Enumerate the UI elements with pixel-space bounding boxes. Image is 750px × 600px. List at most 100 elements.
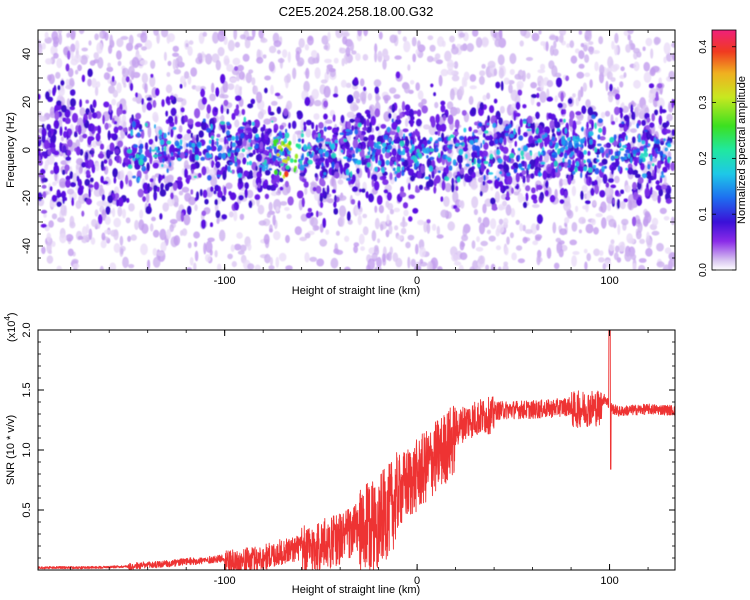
spectrogram-blob-faint (355, 53, 361, 61)
spectrogram-blob-faint (184, 192, 192, 202)
spectrogram-blob-faint (461, 76, 465, 89)
spectrogram-blob-faint (46, 154, 55, 165)
spectrogram-blob-faint (614, 32, 619, 44)
spectrogram-blob-faint (572, 251, 580, 255)
spectrogram-blob (97, 125, 102, 135)
spectrogram-blob-faint (569, 239, 577, 246)
spectrogram-blob (353, 77, 359, 85)
spectrogram-blob (495, 81, 501, 89)
spectrogram-blob (215, 210, 221, 219)
spectrogram-blob-faint (486, 229, 491, 235)
spectrogram-blob-faint (357, 215, 362, 226)
spectrogram-blob-faint (624, 184, 631, 193)
spectrogram-blob-faint (492, 31, 497, 38)
spectrogram-blob-faint (427, 261, 433, 270)
spectrogram-blob (188, 149, 193, 155)
spectrogram-blob-faint (110, 79, 117, 86)
spectrogram-blob (170, 107, 177, 117)
spectrogram-blob-faint (128, 264, 135, 269)
spectrogram-blob-faint (540, 80, 544, 92)
spectrogram-blob-faint (244, 38, 251, 49)
spectrogram-blob-faint (378, 205, 384, 214)
spectrogram-blob-faint (536, 223, 540, 231)
spectrogram-blob-faint (130, 234, 137, 241)
spectrogram-blob-faint (270, 84, 274, 95)
spectrogram-blob-faint (134, 219, 139, 231)
spectrogram-blob-faint (605, 80, 609, 92)
spectrogram-blob-faint (394, 225, 399, 231)
spectrogram-blob-faint (46, 241, 52, 254)
spectrogram-blob (482, 132, 486, 138)
spectrogram-blob-faint (107, 62, 111, 68)
spectrogram-blob-faint (246, 36, 255, 41)
spectrogram-blob-faint (257, 204, 265, 215)
chart-title: C2E5.2024.258.18.00.G32 (279, 4, 434, 19)
spectrogram-blob (406, 166, 410, 172)
spectrogram-blob-faint (53, 52, 59, 59)
spectrogram-blob-faint (387, 202, 394, 211)
spectrogram-blob-faint (304, 44, 310, 51)
spectrogram-blob-faint (77, 64, 82, 72)
spectrogram-blob-faint (217, 263, 222, 270)
spectrogram-blob-faint (389, 87, 397, 94)
spectrogram-blob-faint (275, 206, 280, 212)
spectrogram-blob-faint (594, 61, 599, 72)
spectrogram-blob-faint (335, 230, 340, 236)
spectrogram-blob-faint (583, 248, 588, 254)
spectrogram-blob-faint (585, 223, 594, 234)
spectrogram-blob-faint (212, 31, 219, 44)
spectrogram-blob (498, 117, 503, 126)
spectrogram-blob-faint (593, 227, 599, 235)
spectrogram-blob-faint (323, 44, 329, 50)
spectrogram-blob (72, 113, 78, 123)
spectrogram-blob-faint (436, 234, 444, 239)
spectrogram-blob-faint (460, 44, 467, 51)
spectrogram-blob-faint (48, 183, 52, 195)
spectrogram-blob (301, 138, 305, 144)
spectrogram-blob (170, 128, 174, 138)
spectrogram-blob-faint (149, 75, 156, 88)
spectrogram-blob-faint (260, 38, 268, 43)
spectrogram-blob-faint (614, 117, 619, 123)
spectrogram-blob-faint (593, 248, 600, 257)
spectrogram-blob (517, 126, 521, 136)
spectrogram-blob-faint (658, 77, 662, 84)
spectrogram-blob-faint (374, 50, 378, 63)
spectrogram-blob-faint (320, 79, 328, 84)
spectrogram-blob-faint (122, 256, 129, 269)
spectrogram-blob-faint (644, 107, 650, 115)
spectrogram-blob-faint (52, 181, 57, 187)
spectrogram-blob (201, 210, 207, 217)
spectrogram-blob-faint (441, 40, 446, 47)
spectrogram-blob-faint (195, 87, 200, 92)
spectrogram-blob-faint (584, 54, 590, 63)
spectrogram-blob-faint (575, 205, 579, 213)
spectrogram-blob-faint (670, 216, 675, 226)
spectrogram-blob-faint (325, 119, 333, 124)
spectrogram-blob-faint (173, 235, 181, 246)
spectrogram-blob-faint (183, 214, 191, 226)
spectrogram-blob-faint (668, 70, 675, 81)
spectrogram-blob-faint (463, 166, 468, 171)
spectrogram-blob-faint (43, 213, 47, 218)
spectrogram-blob (40, 223, 47, 228)
spectrogram-blob-faint (70, 43, 76, 53)
spectrogram-blob-faint (578, 50, 585, 60)
spectrogram-blob-faint (292, 67, 297, 80)
spectrogram-blob (57, 85, 61, 91)
spectrogram-blob-faint (559, 228, 567, 236)
spectrogram-blob (483, 142, 489, 150)
spectrogram-blob-faint (638, 110, 646, 120)
spectrogram-blob-faint (672, 140, 675, 145)
spectrogram-blob-faint (97, 57, 104, 69)
spectrogram-blob-faint (157, 251, 165, 257)
spectrogram-blob-faint (446, 69, 455, 76)
spectrogram-blob-faint (613, 252, 619, 261)
spectrogram-blob-faint (490, 218, 497, 230)
spectrogram-blob-faint (257, 111, 264, 120)
spectrogram-blob (223, 99, 229, 107)
spectrogram-blob-faint (328, 68, 336, 73)
spectrogram-blob-faint (427, 35, 434, 41)
spectrogram-blob-faint (141, 72, 149, 84)
spectrogram-blob-faint (125, 217, 131, 224)
